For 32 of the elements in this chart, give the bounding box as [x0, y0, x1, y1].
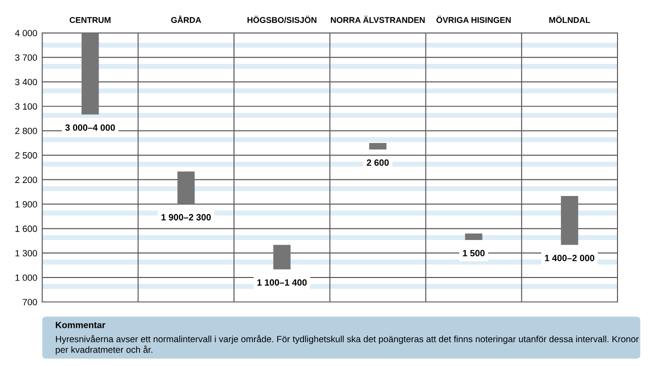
- x-tick-label: NORRA ÄLVSTRANDEN: [330, 16, 425, 23]
- y-tick-label: 4 000: [15, 30, 38, 36]
- annotation: 1 500: [462, 250, 485, 256]
- y-tick-label: 3 700: [15, 54, 38, 61]
- annotation: 2 600: [366, 159, 389, 166]
- bar: [273, 244, 291, 270]
- y-tick-label: 3 100: [15, 103, 38, 110]
- bar: [560, 196, 578, 245]
- x-tick-label: ÖVRIGA HISINGEN: [436, 16, 511, 23]
- text: Kommentar: [56, 322, 106, 328]
- annotation: 1 400–2 000: [545, 254, 594, 262]
- x-tick-label: HÖGSBO/SISJÖN: [248, 16, 316, 24]
- annotation: 3 000–4 000: [65, 124, 115, 131]
- bar: [82, 32, 99, 114]
- text: Hyresnivåerna avser ett normalintervall i varje område. För tydlighetskull ska det poängteras att det finns noteringar utanför dessa intervall. Kronor per kvadratmeter och år.: [56, 334, 639, 355]
- bar: [465, 233, 482, 240]
- bar: [369, 142, 386, 150]
- y-tick-label: 1 600: [15, 226, 38, 232]
- y-tick-label: 2 500: [15, 152, 38, 159]
- y-tick-label: 2 200: [15, 176, 38, 184]
- y-tick-label: 2 800: [15, 128, 38, 134]
- y-tick-label: 1 000: [15, 274, 38, 281]
- y-tick-label: 3 400: [15, 78, 38, 86]
- y-tick-label: 1 900: [15, 201, 38, 208]
- x-tick-label: MÖLNDAL: [549, 16, 590, 23]
- y-tick-label: 700: [22, 298, 38, 306]
- annotation: 1 100–1 400: [257, 279, 307, 286]
- x-tick-label: CENTRUM: [70, 17, 110, 23]
- x-tick-label: GÅRDA: [171, 16, 202, 23]
- bar: [177, 172, 195, 204]
- annotation: 1 900–2 300: [162, 214, 211, 220]
- y-tick-label: 1 300: [15, 250, 38, 256]
